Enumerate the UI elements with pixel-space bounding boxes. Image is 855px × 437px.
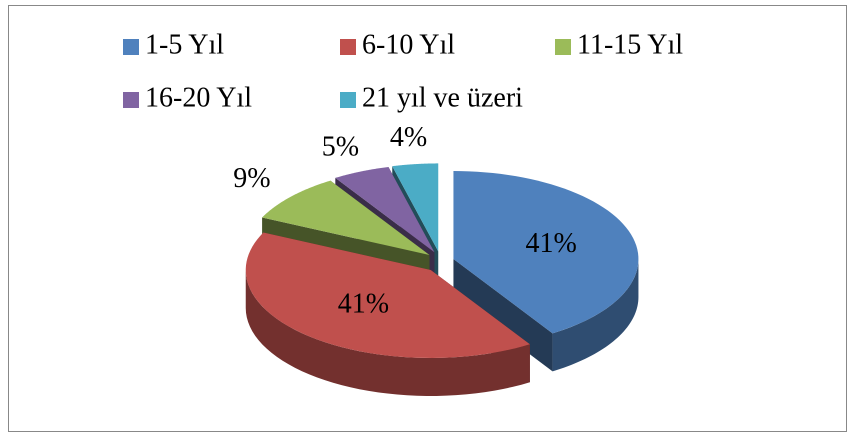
slice-rim xyxy=(552,259,639,372)
pie: 41% 41% 9% 5% 4% xyxy=(233,122,639,396)
legend-label: 21 yıl ve üzeri xyxy=(362,82,523,113)
slice-rim xyxy=(245,269,530,396)
data-label: 5% xyxy=(322,131,359,162)
legend-label: 11-15 Yıl xyxy=(577,29,683,60)
legend-swatch xyxy=(123,92,139,108)
data-label: 9% xyxy=(233,163,270,194)
slice-top xyxy=(262,180,430,255)
data-label: 4% xyxy=(390,122,427,153)
legend-swatch xyxy=(555,39,571,55)
legend-label: 1-5 Yıl xyxy=(145,29,224,60)
slice-top xyxy=(245,232,530,358)
slice-top xyxy=(392,163,439,252)
legend-swatch xyxy=(340,92,356,108)
slice xyxy=(245,232,530,396)
legend-swatch xyxy=(123,39,139,55)
legend-label: 6-10 Yıl xyxy=(362,29,455,60)
legend-swatch xyxy=(340,39,356,55)
legend: 1-5 Yıl 6-10 Yıl 11-15 Yıl 16-20 Yıl 21 yıl … xyxy=(123,29,683,113)
slice-top xyxy=(453,171,639,334)
legend-label: 16-20 Yıl xyxy=(145,82,252,113)
data-label: 41% xyxy=(525,228,576,259)
data-label: 41% xyxy=(338,289,389,320)
slice-top xyxy=(335,166,435,253)
